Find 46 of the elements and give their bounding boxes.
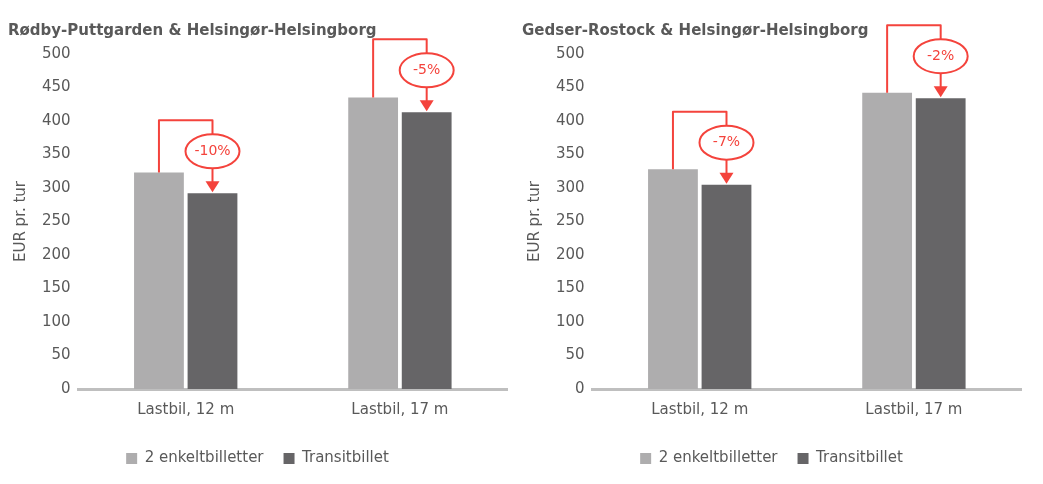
y-tick-label: 350 [41, 144, 71, 163]
x-tick-label: Lastbil, 17 m [865, 399, 963, 418]
x-tick-label: Lastbil, 17 m [351, 399, 449, 418]
y-tick-label: 300 [555, 177, 585, 196]
y-tick-label: 500 [555, 43, 585, 62]
y-tick-label: 350 [555, 144, 585, 163]
bar [701, 184, 752, 389]
y-tick-label: 0 [575, 378, 585, 397]
y-tick-label: 150 [555, 278, 585, 297]
y-tick-label: 250 [41, 211, 71, 230]
y-tick-label: 50 [51, 345, 71, 364]
y-tick-label: 200 [41, 244, 71, 263]
y-tick-label: 250 [555, 211, 585, 230]
y-tick-label: 100 [41, 311, 71, 330]
y-tick-label: 450 [41, 77, 71, 96]
legend-label: 2 enkeltbilletter [658, 448, 779, 467]
y-tick-label: 150 [41, 278, 71, 297]
y-tick-label: 400 [41, 110, 71, 129]
x-tick-label: Lastbil, 12 m [651, 399, 749, 418]
bar [187, 193, 238, 389]
chart-title: Rødby-Puttgarden & Helsingør-Helsingborg [8, 20, 377, 39]
y-tick-label: 200 [555, 244, 585, 263]
y-tick-label: 0 [61, 378, 71, 397]
x-tick-label: Lastbil, 12 m [137, 399, 235, 418]
bar [648, 169, 698, 389]
bar [915, 98, 966, 389]
annotation: -7% [712, 133, 741, 150]
bar [134, 172, 184, 389]
annotation: -5% [413, 60, 441, 77]
y-tick-label: 100 [555, 311, 585, 330]
bar [348, 97, 399, 389]
legend-label: 2 enkeltbilletter [144, 448, 265, 467]
annotation: -2% [927, 46, 955, 63]
chart-title: Gedser-Rostock & Helsingør-Helsingborg [522, 20, 869, 39]
bar [401, 112, 452, 389]
y-tick-label: 450 [555, 77, 585, 96]
bar [862, 92, 913, 389]
legend-label: Transitbillet [301, 448, 389, 467]
annotation: -10% [194, 142, 231, 158]
y-axis-title: EUR pr. tur [524, 180, 543, 263]
y-tick-label: 50 [565, 345, 585, 364]
y-tick-label: 400 [555, 110, 585, 129]
legend-label: Transitbillet [815, 448, 903, 467]
y-tick-label: 300 [41, 177, 71, 196]
y-axis-title: EUR pr. tur [10, 180, 29, 263]
y-tick-label: 500 [41, 43, 71, 62]
